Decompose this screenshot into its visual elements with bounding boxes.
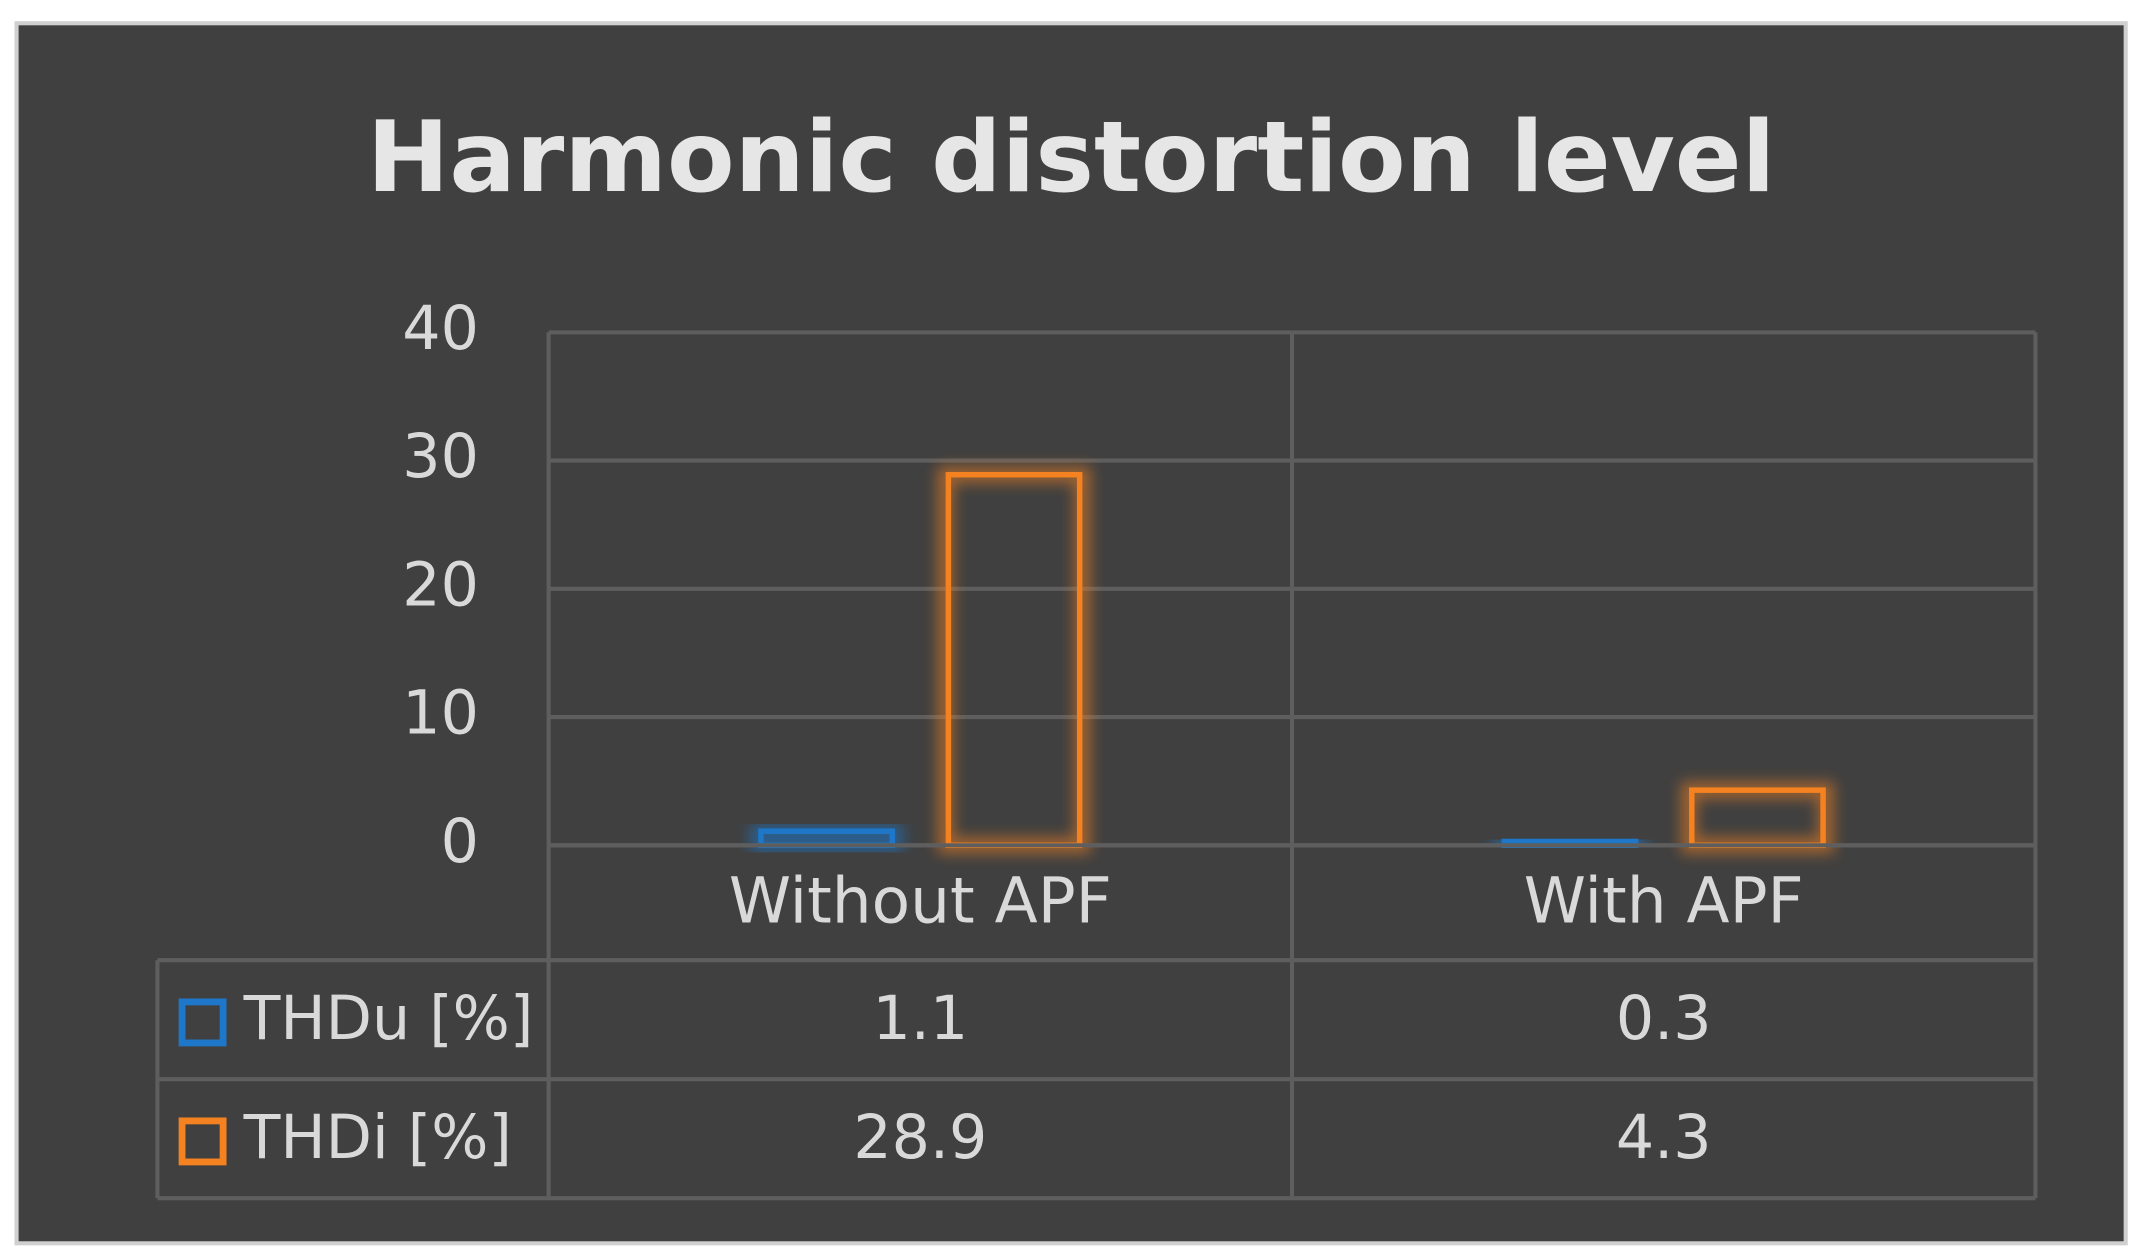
y-tick-label: 10 xyxy=(402,679,479,749)
y-tick-label: 40 xyxy=(402,294,479,364)
table-value: 4.3 xyxy=(1616,1103,1712,1173)
x-tick-label: With APF xyxy=(1524,865,1804,938)
y-tick-label: 0 xyxy=(441,807,479,877)
table-value: 0.3 xyxy=(1616,984,1712,1054)
legend-label: THDi [%] xyxy=(243,1103,512,1173)
chart-area xyxy=(14,21,2128,1246)
y-tick-label: 30 xyxy=(402,422,479,492)
legend-label: THDu [%] xyxy=(243,984,534,1054)
x-tick-label: Without APF xyxy=(729,865,1112,938)
y-tick-label: 20 xyxy=(402,550,479,620)
legend-swatch xyxy=(178,1117,227,1166)
legend-swatch xyxy=(178,998,227,1047)
chart-title: Harmonic distortion level xyxy=(367,101,1775,215)
table-value: 1.1 xyxy=(872,984,968,1054)
table-value: 28.9 xyxy=(853,1103,987,1173)
